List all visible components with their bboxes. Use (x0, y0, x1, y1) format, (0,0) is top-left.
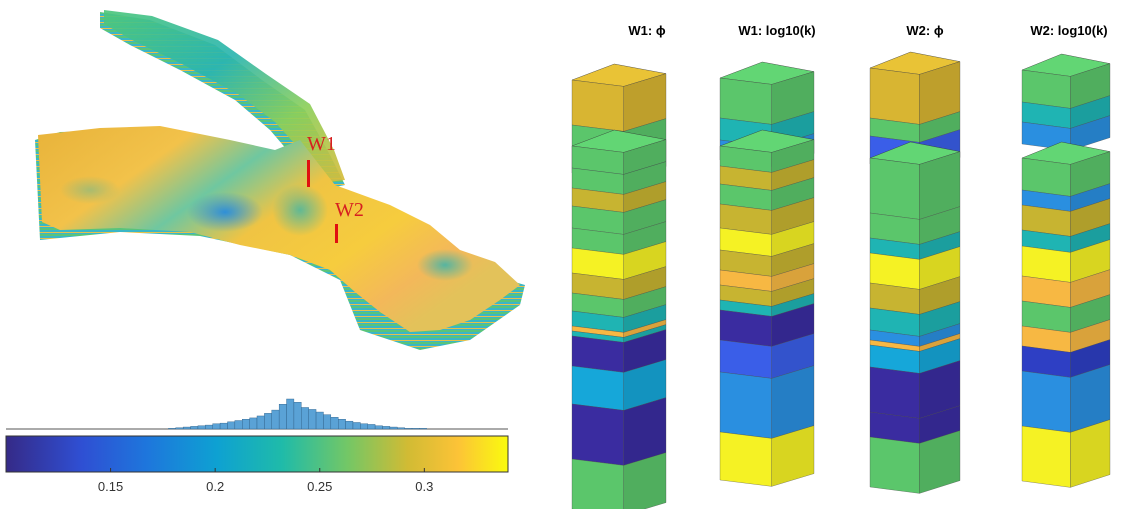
mid-porosity-patch-east (417, 249, 473, 281)
colorbar-tick-label: 0.3 (415, 479, 433, 494)
colorbar-tick-label: 0.15 (98, 479, 123, 494)
porosity-colorbar-panel: 0.15 0.2 0.25 0.3 (5, 398, 509, 494)
column-layer (869, 157, 920, 220)
column-layer (1021, 157, 1071, 197)
histogram-bar (411, 428, 420, 430)
histogram-bar (242, 419, 250, 430)
column-layer-side (1070, 115, 1111, 151)
well-column-3 (869, 51, 961, 494)
histogram-bar (360, 423, 368, 430)
column-layer (719, 431, 772, 487)
histogram-bar (264, 413, 272, 430)
histogram-bar (190, 426, 199, 430)
histogram-bar (323, 414, 332, 430)
column-layer (719, 371, 772, 439)
histogram-bar (227, 421, 236, 430)
histogram-bar (249, 417, 258, 430)
histogram-bar (397, 427, 405, 430)
main-body-top (38, 126, 520, 332)
column-layer (719, 339, 772, 379)
column-layer-side (919, 430, 961, 494)
well-w1-marker (307, 160, 310, 187)
histogram-bar (382, 426, 391, 430)
histogram-bar (301, 407, 309, 430)
column-layer (571, 79, 624, 132)
histogram-bar (234, 420, 243, 430)
well-column-1 (571, 63, 667, 509)
porosity-histogram (168, 398, 427, 430)
histogram-bar (308, 409, 317, 430)
histogram-bar (175, 427, 184, 430)
well-column-4 (1021, 53, 1111, 488)
histogram-bar (278, 404, 287, 430)
histogram-bar (352, 422, 361, 430)
well-w2-label: W2 (335, 199, 364, 221)
histogram-bar (271, 409, 280, 430)
histogram-bar (315, 411, 324, 430)
colorbar-tick-label: 0.25 (307, 479, 332, 494)
upper-channel-top (104, 10, 345, 182)
column-layer (1021, 370, 1071, 433)
column-layer (1021, 69, 1071, 109)
column-layer-side (1070, 419, 1111, 488)
column-title-w2-logk: W2: log10(k) (1030, 23, 1107, 38)
well-column-2 (719, 61, 815, 487)
column-layer (1021, 425, 1071, 488)
column-layer (719, 77, 772, 125)
column-title-w2-phi: W2: ϕ (906, 23, 943, 38)
histogram-bar (219, 422, 228, 430)
column-layer (571, 403, 624, 466)
upper-channel-body (100, 12, 345, 190)
column-title-w1-phi: W1: ϕ (628, 23, 665, 38)
column-layer (869, 436, 920, 494)
histogram-bar (205, 424, 213, 430)
column-layer (869, 67, 920, 125)
histogram-bar (404, 428, 413, 430)
colorbar-ticks: 0.15 0.2 0.25 0.3 (98, 468, 433, 494)
histogram-bar (419, 428, 427, 430)
histogram-bar (389, 426, 398, 430)
column-layer (869, 366, 920, 419)
column-layer-side (771, 425, 815, 487)
histogram-bar (256, 415, 265, 430)
histogram-bar (374, 425, 383, 430)
histogram-bar (197, 425, 206, 430)
well-property-columns: W1: ϕ W1: log10(k) W2: ϕ W2: log10(k) (571, 23, 1111, 509)
mid-porosity-patch (272, 184, 328, 236)
column-title-w1-logk: W1: log10(k) (738, 23, 815, 38)
column-layer (571, 365, 624, 411)
colorbar-tick-label: 0.2 (206, 479, 224, 494)
low-porosity-patch (187, 192, 263, 232)
histogram-bar (286, 398, 295, 430)
colorbar (5, 435, 509, 473)
histogram-bar (182, 426, 191, 430)
histogram-bar (168, 428, 176, 430)
mid-porosity-patch-west (60, 176, 120, 204)
column-layer-side (623, 452, 667, 509)
histogram-bar (338, 419, 346, 430)
histogram-bar (293, 402, 302, 430)
reservoir-3d-view: W1 W2 (35, 10, 525, 350)
histogram-bar (212, 423, 221, 430)
histogram-bar (367, 424, 376, 430)
histogram-bar (330, 417, 339, 430)
column-layer (571, 458, 624, 509)
histogram-bar (345, 420, 354, 430)
well-w1-label: W1 (307, 133, 336, 155)
well-w2-marker (335, 224, 338, 243)
